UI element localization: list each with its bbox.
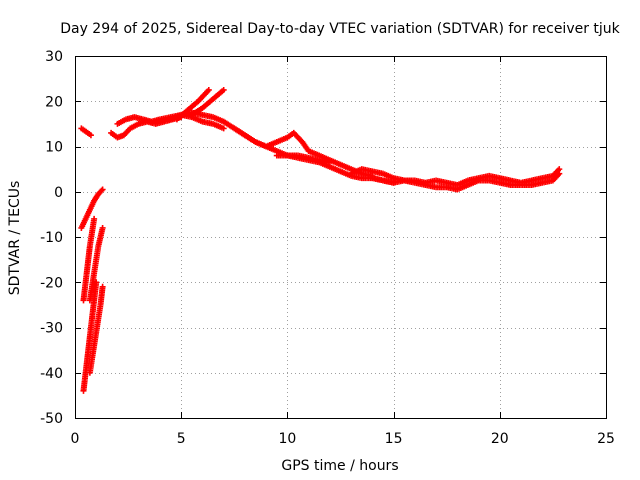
- data-point-marker: [556, 166, 563, 173]
- chart-title: Day 294 of 2025, Sidereal Day-to-day VTE…: [60, 21, 620, 37]
- data-point-marker: [99, 283, 106, 290]
- y-tick-label: 0: [54, 185, 63, 201]
- data-point-marker: [93, 279, 100, 286]
- x-axis-label: GPS time / hours: [281, 458, 398, 474]
- y-tick-label: -20: [40, 275, 63, 291]
- data-series: [80, 215, 98, 304]
- data-point-marker: [98, 187, 105, 194]
- data-series: [369, 166, 563, 188]
- x-tick-label: 25: [597, 431, 615, 447]
- grid-lines: [75, 56, 606, 418]
- y-tick-label: 20: [45, 94, 63, 110]
- y-tick-label: -50: [40, 411, 63, 427]
- data-series: [173, 86, 212, 123]
- x-tick-label: 15: [385, 431, 403, 447]
- x-tick-label: 0: [71, 431, 80, 447]
- data-markers: [78, 86, 563, 394]
- data-point-marker: [99, 224, 106, 231]
- y-tick-label: -40: [40, 366, 63, 382]
- x-tick-label: 10: [278, 431, 296, 447]
- axis-ticks: 0 5 10 15 20 25 -50 -40 -30 -20 -10 0 10 20 30: [40, 49, 615, 447]
- data-series: [78, 125, 94, 139]
- x-tick-label: 20: [491, 431, 509, 447]
- x-tick-label: 5: [177, 431, 186, 447]
- y-tick-label: -30: [40, 321, 63, 337]
- y-tick-label: 30: [45, 49, 63, 65]
- y-tick-label: 10: [45, 140, 63, 156]
- data-point-marker: [99, 186, 106, 193]
- data-point-marker: [91, 215, 98, 222]
- data-point-marker: [220, 86, 227, 93]
- data-point-marker: [205, 86, 212, 93]
- data-series: [86, 283, 106, 376]
- y-tick-label: -10: [40, 230, 63, 246]
- y-axis-label: SDTVAR / TECUs: [7, 181, 23, 296]
- data-series: [78, 186, 106, 231]
- data-point-marker: [220, 125, 227, 132]
- data-series: [188, 86, 227, 118]
- data-point-marker: [87, 132, 94, 139]
